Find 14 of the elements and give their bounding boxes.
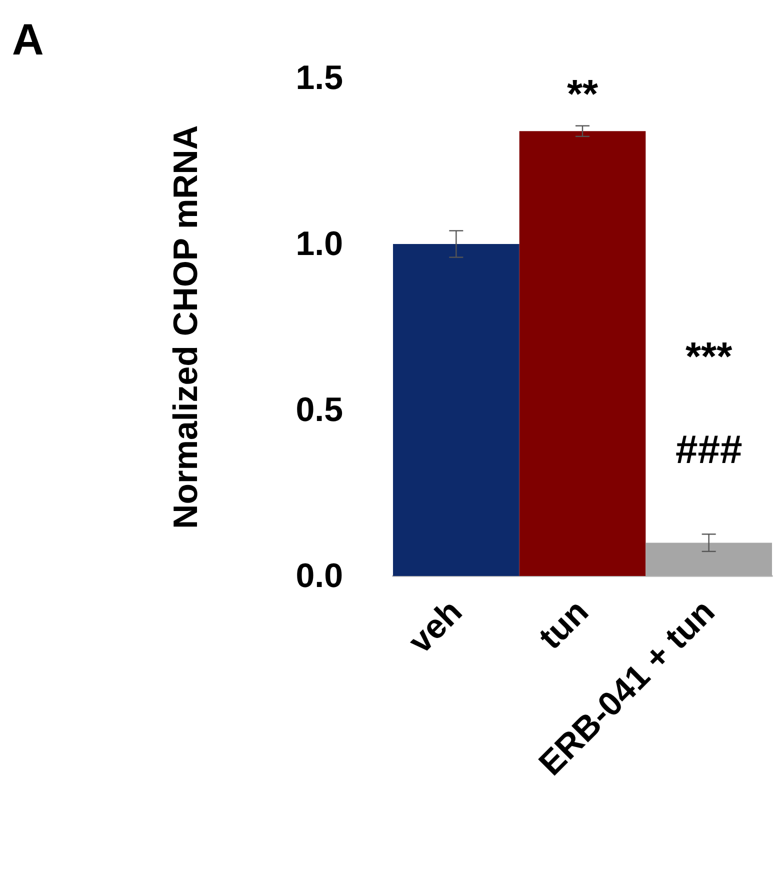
x-tick-label: veh [401, 592, 470, 661]
x-tick-label: tun [532, 592, 596, 657]
bar [646, 542, 772, 576]
bar [393, 244, 520, 576]
annotation: *** [685, 334, 733, 379]
y-tick-label: 1.0 [296, 225, 343, 263]
y-tick-label: 0.0 [296, 557, 343, 595]
annotation: ** [566, 72, 598, 117]
y-tick-label: 1.5 [296, 59, 343, 97]
y-tick-label: 0.5 [296, 391, 343, 429]
text: A [12, 16, 44, 64]
bar [519, 131, 646, 576]
y-axis-title: Normalized CHOP mRNA [167, 125, 205, 529]
annotation: ### [675, 428, 742, 472]
